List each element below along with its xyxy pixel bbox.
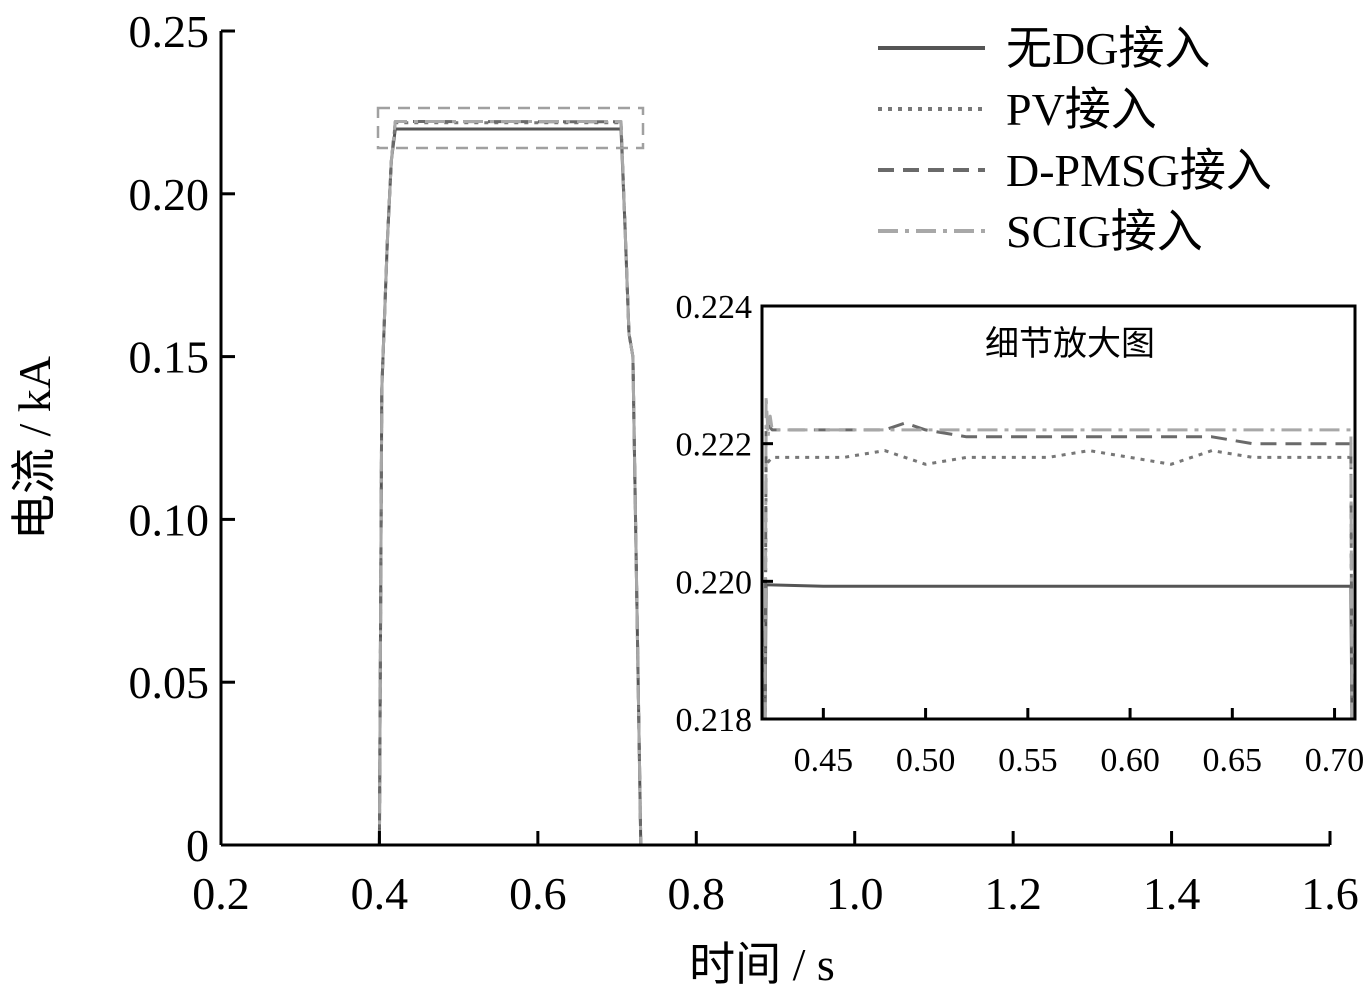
main-y-tick-label-0: 0 bbox=[186, 820, 209, 871]
inset-series-lines bbox=[762, 394, 1354, 721]
inset-x-tick-label-0-45: 0.45 bbox=[794, 742, 854, 779]
main-x-tick-label-1-6: 1.6 bbox=[1301, 868, 1359, 919]
inset-chart: 0.218 0.220 0.222 0.224 0.45 0.50 0.55 0.60 0.65… bbox=[676, 289, 1365, 779]
legend-label-0: 无DG接入 bbox=[1006, 23, 1210, 74]
inset-title: 细节放大图 bbox=[985, 325, 1155, 363]
main-chart: 0 0.05 0.10 0.15 0.20 0.25 0.2 0.4 0.6 0.8 1.0 1.2 1… bbox=[9, 6, 1359, 990]
x-axis-title: 时间 / s bbox=[689, 939, 835, 990]
inset-axes: 0.218 0.220 0.222 0.224 0.45 0.50 0.55 0.60 0.65… bbox=[676, 289, 1365, 779]
main-axes: 0 0.05 0.10 0.15 0.20 0.25 0.2 0.4 0.6 0.8 1.0 1.2 1… bbox=[129, 6, 1359, 919]
main-x-tick-label-0-2: 0.2 bbox=[192, 868, 250, 919]
legend-label-2: D-PMSG接入 bbox=[1006, 145, 1272, 196]
main-x-tick-label-0-4: 0.4 bbox=[351, 868, 409, 919]
inset-x-tick-label-0-50: 0.50 bbox=[896, 742, 956, 779]
main-y-tick-label-0-25: 0.25 bbox=[129, 6, 210, 57]
main-y-tick-label-0-20: 0.20 bbox=[129, 169, 210, 220]
legend: 无DG接入 PV接入 D-PMSG接入 SCIG接入 bbox=[878, 23, 1272, 257]
inset-x-tick-label-0-65: 0.65 bbox=[1203, 742, 1263, 779]
inset-y-tick-label-0-222: 0.222 bbox=[676, 427, 753, 464]
zoom-highlight-box bbox=[376, 106, 645, 150]
main-x-tick-label-1-2: 1.2 bbox=[984, 868, 1042, 919]
inset-x-tick-label-0-60: 0.60 bbox=[1100, 742, 1160, 779]
inset-series-3-line bbox=[762, 394, 1354, 721]
legend-label-1: PV接入 bbox=[1006, 84, 1157, 135]
inset-frame bbox=[760, 304, 1357, 721]
main-x-tick-label-0-6: 0.6 bbox=[509, 868, 567, 919]
inset-x-tick-label-0-70: 0.70 bbox=[1305, 742, 1365, 779]
inset-y-tick-label-0-224: 0.224 bbox=[676, 289, 753, 326]
main-x-tick-label-0-8: 0.8 bbox=[668, 868, 726, 919]
inset-x-tick-label-0-55: 0.55 bbox=[998, 742, 1058, 779]
main-y-tick-label-0-10: 0.10 bbox=[129, 494, 210, 545]
legend-label-3: SCIG接入 bbox=[1006, 206, 1203, 257]
y-axis-title: 电流 / kA bbox=[9, 356, 60, 540]
main-x-tick-label-1-4: 1.4 bbox=[1143, 868, 1201, 919]
inset-y-tick-label-0-220: 0.220 bbox=[676, 564, 753, 601]
main-y-tick-label-0-05: 0.05 bbox=[129, 657, 210, 708]
inset-series-1-line bbox=[762, 449, 1354, 721]
main-y-tick-label-0-15: 0.15 bbox=[129, 332, 210, 383]
inset-y-tick-label-0-218: 0.218 bbox=[676, 702, 753, 739]
main-x-tick-label-1-0: 1.0 bbox=[826, 868, 884, 919]
